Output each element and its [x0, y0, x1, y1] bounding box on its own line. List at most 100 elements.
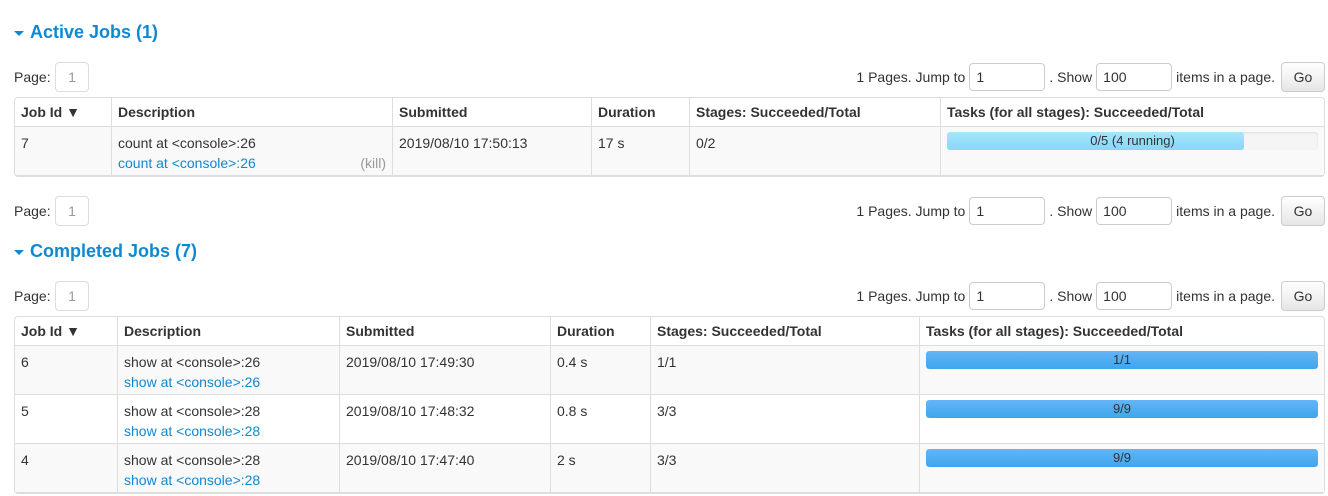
column-header[interactable]: Duration	[550, 317, 650, 346]
tasks-cell: 1/1	[919, 346, 1324, 395]
items-text: items in a page.	[1176, 69, 1275, 85]
column-header[interactable]: Description	[111, 98, 392, 127]
table-row: 6 show at <console>:26 show at <console>:2…	[15, 346, 1324, 395]
progress-label: 1/1	[1112, 352, 1132, 367]
active-pager-bottom: Page: 1 1 Pages. Jump to 1. Show 100 items in…	[14, 196, 1325, 226]
show-text: . Show	[1049, 203, 1093, 219]
section-title: Active Jobs (1)	[30, 22, 159, 42]
stages: 3/3	[650, 395, 919, 444]
pages-text: 1 Pages. Jump to	[856, 69, 966, 85]
submitted: 2019/08/10 17:48:32	[339, 395, 550, 444]
column-header[interactable]: Tasks (for all stages): Succeeded/Total	[940, 98, 1324, 127]
section-title: Completed Jobs (7)	[30, 241, 198, 261]
submitted: 2019/08/10 17:50:13	[392, 127, 591, 176]
description-cell: show at <console>:28 show at <console>:28	[117, 395, 339, 444]
page-controls: 1 Pages. Jump to 1. Show 100 items in a pag…	[856, 62, 1325, 92]
page-1-link[interactable]: 1	[55, 281, 89, 311]
go-button[interactable]: Go	[1281, 281, 1325, 311]
job-id: 7	[15, 127, 111, 176]
succeeded-fill	[926, 400, 1318, 418]
stages: 3/3	[650, 444, 919, 493]
description-link-line: show at <console>:28	[124, 421, 333, 441]
duration: 0.4 s	[550, 346, 650, 395]
description-cell: show at <console>:26 show at <console>:26	[117, 346, 339, 395]
page-label: Page:	[14, 288, 51, 304]
description-text: show at <console>:28	[124, 452, 261, 468]
duration: 0.8 s	[550, 395, 650, 444]
column-header[interactable]: Submitted	[392, 98, 591, 127]
description-cell: show at <console>:28 show at <console>:28	[117, 444, 339, 493]
tasks-cell: 9/9	[919, 395, 1324, 444]
job-id: 4	[15, 444, 117, 493]
column-header[interactable]: Stages: Succeeded/Total	[650, 317, 919, 346]
task-progress-bar: 9/9	[926, 449, 1318, 467]
pages-text: 1 Pages. Jump to	[856, 288, 966, 304]
page-1-link[interactable]: 1	[55, 62, 89, 92]
pages-text: 1 Pages. Jump to	[856, 203, 966, 219]
description-link-line: show at <console>:28	[124, 470, 333, 490]
column-header[interactable]: Stages: Succeeded/Total	[689, 98, 940, 127]
column-header[interactable]: Job Id ▼	[15, 317, 117, 346]
task-progress-bar: 1/1	[926, 351, 1318, 369]
show-text: . Show	[1049, 288, 1093, 304]
page-label: Page:	[14, 203, 51, 219]
job-detail-link[interactable]: count at <console>:26	[118, 155, 256, 171]
progress-label: 0/5 (4 running)	[1090, 133, 1175, 148]
stages: 1/1	[650, 346, 919, 395]
collapse-triangle-icon	[14, 249, 24, 255]
running-fill	[947, 132, 1244, 150]
show-text: . Show	[1049, 69, 1093, 85]
page-size-input[interactable]: 100	[1096, 282, 1173, 310]
job-detail-link[interactable]: show at <console>:26	[124, 374, 261, 390]
active-jobs-header[interactable]: Active Jobs (1)	[14, 22, 158, 43]
jump-to-input[interactable]: 1	[969, 63, 1046, 91]
go-button[interactable]: Go	[1281, 62, 1325, 92]
page-size-input[interactable]: 100	[1096, 63, 1173, 91]
stages: 0/2	[689, 127, 940, 176]
jump-to-input[interactable]: 1	[969, 197, 1046, 225]
task-progress-bar: 9/9	[926, 400, 1318, 418]
column-header[interactable]: Tasks (for all stages): Succeeded/Total	[919, 317, 1324, 346]
table-row: 5 show at <console>:28 show at <console>:2…	[15, 395, 1324, 444]
jump-to-input[interactable]: 1	[969, 282, 1046, 310]
page-controls: 1 Pages. Jump to 1. Show 100 items in a pag…	[856, 281, 1325, 311]
collapse-triangle-icon	[14, 30, 24, 36]
job-id: 5	[15, 395, 117, 444]
tasks-cell: 0/5 (4 running)	[940, 127, 1324, 176]
duration: 17 s	[591, 127, 689, 176]
table-row: 4 show at <console>:28 show at <console>:2…	[15, 444, 1324, 493]
job-id: 6	[15, 346, 117, 395]
items-text: items in a page.	[1176, 203, 1275, 219]
items-text: items in a page.	[1176, 288, 1275, 304]
succeeded-fill	[926, 449, 1318, 467]
submitted: 2019/08/10 17:47:40	[339, 444, 550, 493]
go-button[interactable]: Go	[1281, 196, 1325, 226]
description-text: count at <console>:26	[118, 135, 256, 151]
completed-jobs-header[interactable]: Completed Jobs (7)	[14, 241, 197, 262]
task-progress-bar: 0/5 (4 running)	[947, 132, 1318, 150]
page-label: Page:	[14, 69, 51, 85]
progress-label: 9/9	[1112, 450, 1132, 465]
kill-link[interactable]: (kill)	[360, 155, 386, 171]
active-jobs-table: Job Id ▼ Description Submitted Duration Stag…	[14, 97, 1325, 177]
submitted: 2019/08/10 17:49:30	[339, 346, 550, 395]
page-size-input[interactable]: 100	[1096, 197, 1173, 225]
tasks-cell: 9/9	[919, 444, 1324, 493]
succeeded-fill	[926, 351, 1318, 369]
active-pager-top: Page: 1 1 Pages. Jump to 1. Show 100 items in…	[14, 62, 1325, 92]
duration: 2 s	[550, 444, 650, 493]
progress-label: 9/9	[1112, 401, 1132, 416]
page-controls: 1 Pages. Jump to 1. Show 100 items in a pag…	[856, 196, 1325, 226]
page-1-link[interactable]: 1	[55, 196, 89, 226]
table-row: 7 count at <console>:26 (kill) count at <co…	[15, 127, 1324, 176]
job-detail-link[interactable]: show at <console>:28	[124, 423, 261, 439]
description-text: show at <console>:26	[124, 354, 261, 370]
column-header[interactable]: Description	[117, 317, 339, 346]
description-cell: count at <console>:26 (kill) count at <con…	[111, 127, 392, 176]
job-detail-link[interactable]: show at <console>:28	[124, 472, 261, 488]
completed-pager-top: Page: 1 1 Pages. Jump to 1. Show 100 items in…	[14, 281, 1325, 311]
column-header[interactable]: Job Id ▼	[15, 98, 111, 127]
column-header[interactable]: Duration	[591, 98, 689, 127]
completed-jobs-table: Job Id ▼ Description Submitted Duration Stag…	[14, 316, 1325, 494]
column-header[interactable]: Submitted	[339, 317, 550, 346]
